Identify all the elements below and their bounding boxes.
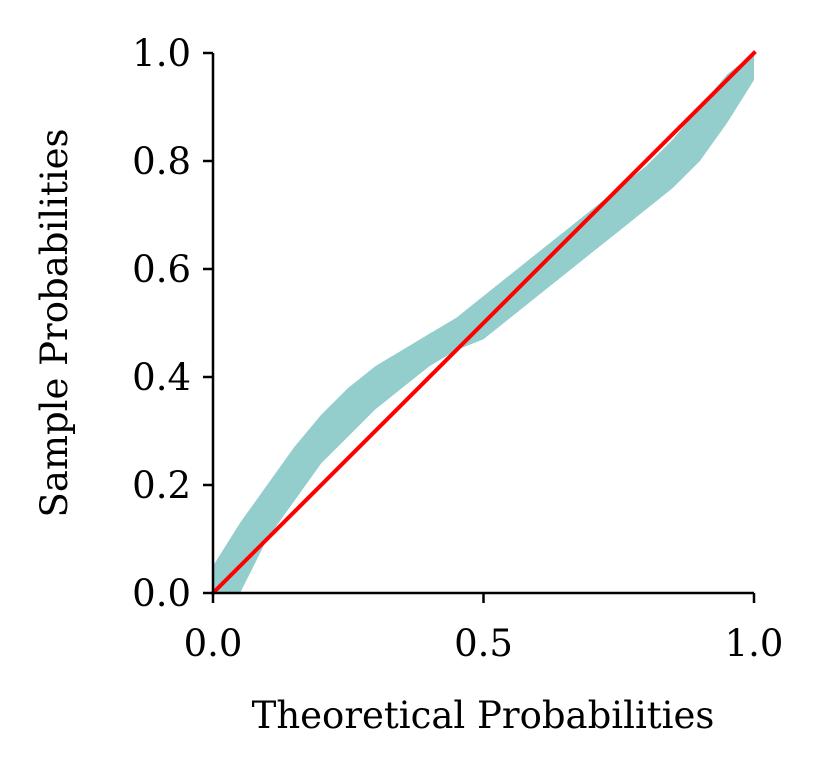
y-tick-label: 0.6 (132, 248, 191, 291)
plot-area (210, 50, 757, 596)
x-axis-label: Theoretical Probabilities (252, 694, 715, 737)
y-tick-label: 0.4 (132, 356, 191, 399)
y-tick-label: 1.0 (132, 32, 191, 75)
y-tick-label: 0.0 (132, 572, 191, 615)
y-tick-label: 0.2 (132, 464, 191, 507)
y-ticks: 0.0 0.2 0.4 0.6 0.8 1.0 (132, 32, 213, 615)
y-tick-label: 0.8 (132, 140, 191, 183)
reference-line (210, 50, 757, 596)
y-axis-label: Sample Probabilities (33, 128, 76, 517)
x-tick-label: 0.0 (184, 622, 243, 665)
x-tick-label: 1.0 (725, 622, 784, 665)
x-tick-label: 0.5 (454, 622, 513, 665)
x-ticks: 0.0 0.5 1.0 (184, 593, 784, 665)
